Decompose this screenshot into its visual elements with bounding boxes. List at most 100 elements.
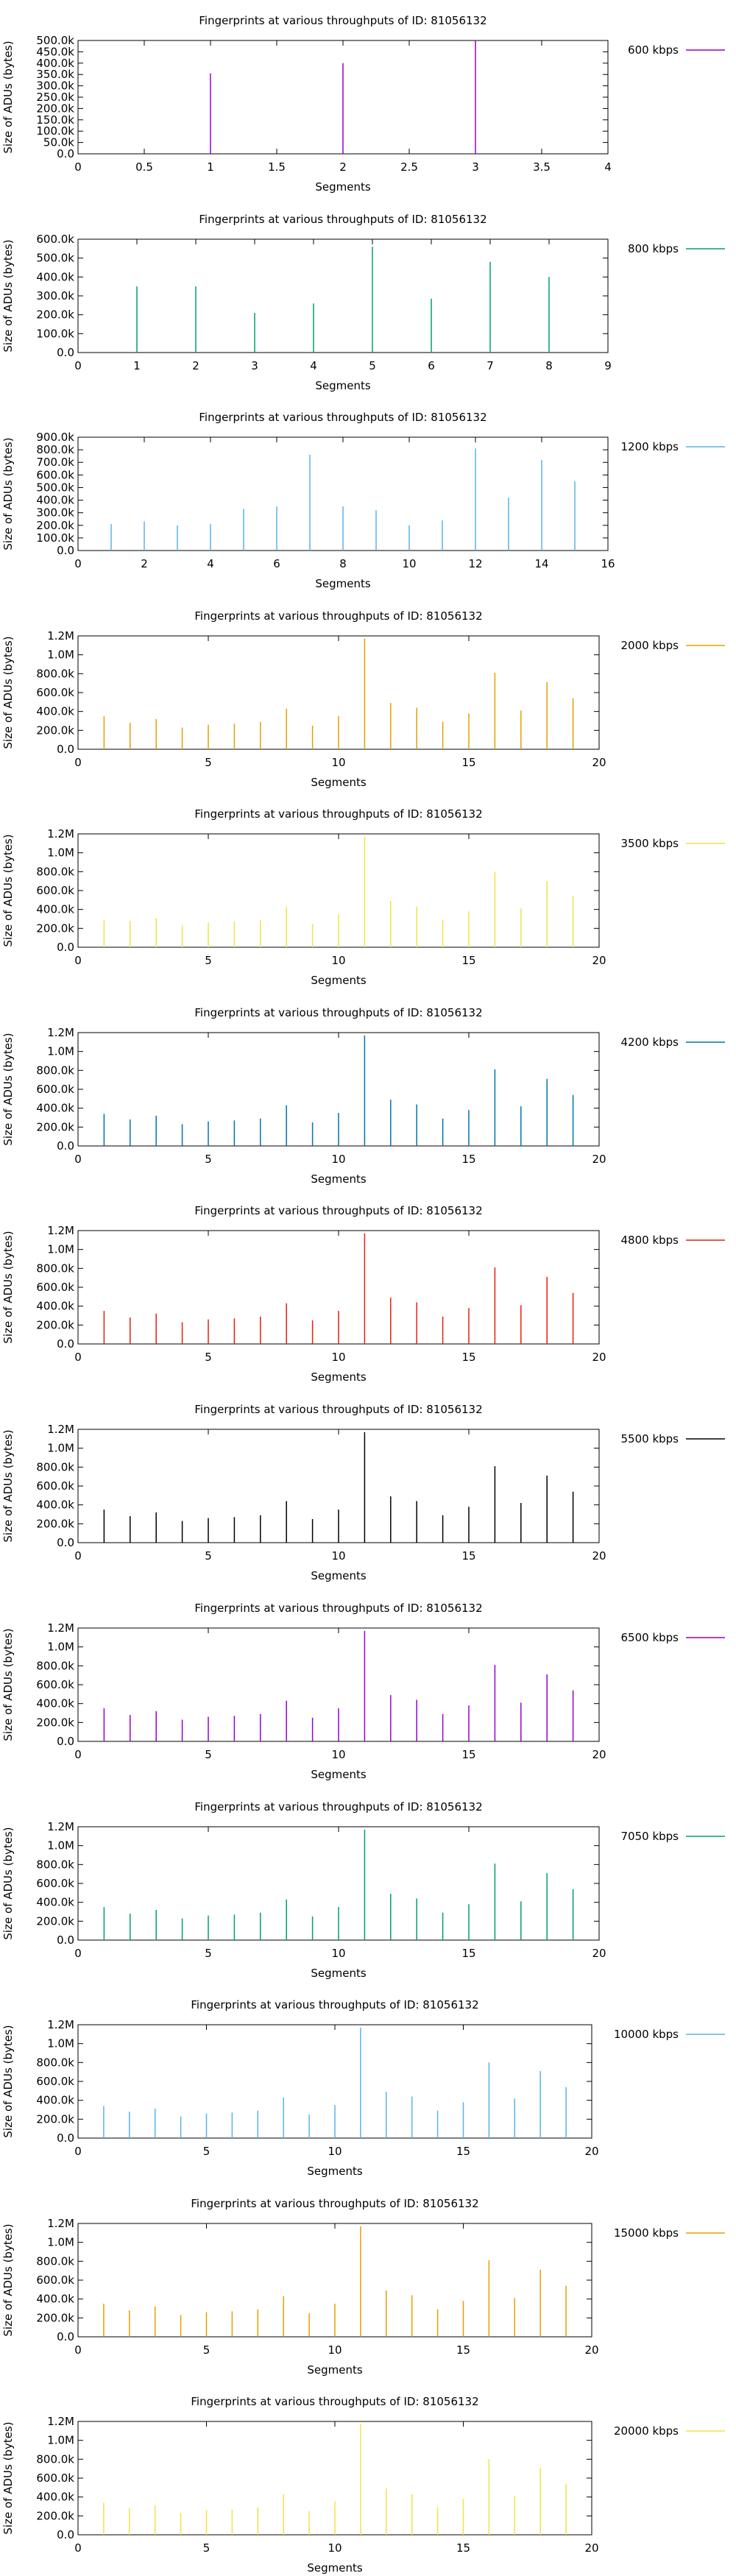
x-tick-label: 20 <box>592 954 606 967</box>
chart-title: Fingerprints at various throughputs of I… <box>194 1800 482 1814</box>
x-tick-label: 10 <box>328 2343 342 2357</box>
y-tick-label: 600.0k <box>36 1678 74 1691</box>
y-tick-label: 0.0 <box>57 1139 74 1153</box>
plot-frame <box>77 238 609 353</box>
y-tick-label: 600.0k <box>36 884 74 897</box>
y-tick-label: 250.0k <box>36 91 74 104</box>
y-tick-label: 400.0k <box>36 1102 74 1115</box>
y-tick-label: 200.0k <box>36 2112 74 2126</box>
y-tick-label: 800.0k <box>36 1659 74 1672</box>
y-tick-label: 0.0 <box>57 1933 74 1947</box>
y-tick-label: 1.0M <box>47 2434 74 2447</box>
legend-label: 20000 kbps <box>614 2424 679 2438</box>
x-tick-label: 5 <box>205 1153 212 1166</box>
y-tick-label: 600.0k <box>36 2075 74 2088</box>
y-tick-label: 600.0k <box>36 468 74 481</box>
x-tick-label: 2.5 <box>400 160 418 174</box>
x-tick-label: 4 <box>207 557 214 570</box>
x-axis-label: Segments <box>307 2561 363 2575</box>
y-tick-label: 800.0k <box>36 1064 74 1077</box>
x-tick-label: 0 <box>74 557 82 570</box>
x-tick-label: 1.5 <box>268 160 286 174</box>
x-tick-label: 15 <box>461 1549 475 1563</box>
y-tick-label: 1.0M <box>47 1045 74 1058</box>
chart-title: Fingerprints at various throughputs of I… <box>199 213 486 226</box>
chart-title: Fingerprints at various throughputs of I… <box>199 411 486 424</box>
y-tick-label: 200.0k <box>36 1120 74 1133</box>
x-tick-label: 3 <box>251 359 258 372</box>
x-tick-label: 0 <box>74 160 82 174</box>
y-axis-label: Size of ADUs (bytes) <box>1 437 15 550</box>
x-tick-label: 4 <box>604 160 612 174</box>
x-tick-label: 16 <box>601 557 615 570</box>
y-tick-label: 400.0k <box>36 1498 74 1512</box>
chart-panel: Fingerprints at various throughputs of I… <box>1 1800 725 1980</box>
y-tick-label: 200.0k <box>36 1716 74 1729</box>
x-tick-label: 20 <box>592 1748 606 1761</box>
legend-label: 3500 kbps <box>621 837 679 850</box>
x-tick-label: 8 <box>339 557 347 570</box>
y-tick-label: 150.0k <box>36 113 74 127</box>
x-tick-label: 3 <box>472 160 479 174</box>
y-tick-label: 300.0k <box>36 79 74 93</box>
x-tick-label: 5 <box>205 1748 212 1761</box>
x-tick-label: 20 <box>584 2145 598 2158</box>
x-tick-label: 15 <box>461 1748 475 1761</box>
legend-label: 600 kbps <box>628 43 679 57</box>
y-tick-label: 100.0k <box>36 531 74 545</box>
y-tick-label: 100.0k <box>36 124 74 138</box>
y-axis-label: Size of ADUs (bytes) <box>1 2223 15 2336</box>
x-axis-label: Segments <box>311 1569 367 1582</box>
y-tick-label: 400.0k <box>36 903 74 916</box>
x-tick-label: 10 <box>331 1351 345 1364</box>
chart-panel: Fingerprints at various throughputs of I… <box>1 609 725 789</box>
x-tick-label: 10 <box>331 1549 345 1563</box>
x-tick-label: 10 <box>331 1748 345 1761</box>
x-tick-label: 15 <box>461 756 475 769</box>
chart-panel: Fingerprints at various throughputs of I… <box>1 14 725 194</box>
y-tick-label: 1.0M <box>47 2037 74 2050</box>
y-tick-label: 1.0M <box>47 2236 74 2249</box>
y-tick-label: 200.0k <box>36 1914 74 1928</box>
y-tick-label: 1.0M <box>47 1641 74 1654</box>
y-tick-label: 0.0 <box>57 2528 74 2541</box>
x-tick-label: 20 <box>592 1153 606 1166</box>
y-axis-label: Size of ADUs (bytes) <box>1 239 15 352</box>
y-tick-label: 200.0k <box>36 1318 74 1331</box>
y-tick-label: 800.0k <box>36 2254 74 2268</box>
y-tick-label: 600.0k <box>36 2274 74 2287</box>
y-tick-label: 100.0k <box>36 327 74 340</box>
legend-label: 800 kbps <box>628 242 679 255</box>
x-tick-label: 15 <box>461 1153 475 1166</box>
y-tick-label: 800.0k <box>36 2452 74 2466</box>
x-tick-label: 14 <box>534 557 548 570</box>
x-tick-label: 20 <box>592 756 606 769</box>
y-tick-label: 200.0k <box>36 921 74 935</box>
y-tick-label: 400.0k <box>36 57 74 70</box>
x-tick-label: 10 <box>402 557 416 570</box>
x-axis-label: Segments <box>311 1967 367 1980</box>
x-axis-label: Segments <box>307 2363 363 2377</box>
x-tick-label: 3.5 <box>533 160 551 174</box>
x-tick-label: 0 <box>74 2541 82 2555</box>
y-axis-label: Size of ADUs (bytes) <box>1 1033 15 1145</box>
y-tick-label: 700.0k <box>36 456 74 469</box>
y-tick-label: 200.0k <box>36 2509 74 2522</box>
y-tick-label: 300.0k <box>36 506 74 520</box>
x-tick-label: 10 <box>331 1153 345 1166</box>
y-tick-label: 1.2M <box>47 2018 74 2031</box>
y-tick-label: 0.0 <box>57 147 74 160</box>
y-tick-label: 600.0k <box>36 686 74 699</box>
x-tick-label: 20 <box>584 2343 598 2357</box>
y-tick-label: 350.0k <box>36 68 74 81</box>
chart-title: Fingerprints at various throughputs of I… <box>191 1998 478 2011</box>
x-tick-label: 0.5 <box>135 160 153 174</box>
legend-label: 6500 kbps <box>621 1631 679 1644</box>
x-tick-label: 2 <box>339 160 347 174</box>
y-tick-label: 1.0M <box>47 648 74 662</box>
x-tick-label: 5 <box>203 2145 210 2158</box>
x-tick-label: 5 <box>205 1549 212 1563</box>
y-tick-label: 200.0k <box>36 1517 74 1530</box>
x-tick-label: 0 <box>74 1549 82 1563</box>
x-tick-label: 10 <box>331 1947 345 1960</box>
